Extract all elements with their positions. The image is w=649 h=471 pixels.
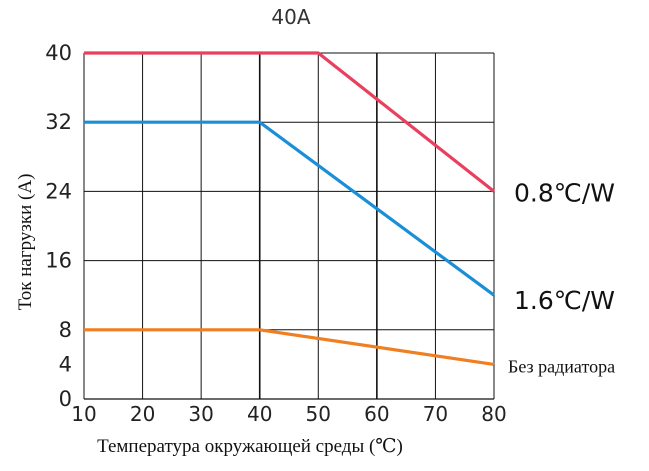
x-tick-label-10: 10 bbox=[71, 402, 96, 426]
series-line-2 bbox=[84, 328, 495, 366]
y-tick-label-0: 0 bbox=[59, 387, 72, 411]
y-tick-label-40: 40 bbox=[45, 41, 72, 65]
series-line-1 bbox=[84, 120, 495, 297]
x-tick-label-30: 30 bbox=[188, 402, 213, 426]
tick-labels: 10 20 30 40 50 60 70 80 0 4 8 16 24 32 40 bbox=[45, 41, 506, 426]
chart-title: 40A bbox=[271, 5, 310, 29]
y-tick-label-4: 4 bbox=[59, 352, 72, 376]
x-tick-label-40: 40 bbox=[247, 402, 272, 426]
x-tick-label-80: 80 bbox=[481, 402, 506, 426]
series-line-0 bbox=[84, 51, 495, 193]
x-tick-label-50: 50 bbox=[306, 402, 331, 426]
series-label-1: 1.6℃/W bbox=[514, 286, 615, 315]
x-axis-label: Температура окружающей среды (℃) bbox=[97, 436, 403, 457]
series-label-2: Без радиатора bbox=[508, 356, 615, 376]
y-axis-label: Ток нагрузки (A) bbox=[15, 174, 36, 311]
grid bbox=[83, 52, 495, 400]
x-tick-label-60: 60 bbox=[364, 402, 389, 426]
series-labels: 0.8℃/W 1.6℃/W Без радиатора bbox=[508, 178, 615, 376]
x-tick-label-70: 70 bbox=[423, 402, 448, 426]
series-label-0: 0.8℃/W bbox=[514, 178, 615, 207]
series-layer bbox=[84, 51, 495, 366]
y-tick-label-8: 8 bbox=[59, 318, 72, 342]
y-tick-label-24: 24 bbox=[45, 179, 72, 203]
y-tick-label-32: 32 bbox=[45, 110, 72, 134]
y-tick-label-16: 16 bbox=[45, 249, 72, 273]
x-tick-label-20: 20 bbox=[130, 402, 155, 426]
